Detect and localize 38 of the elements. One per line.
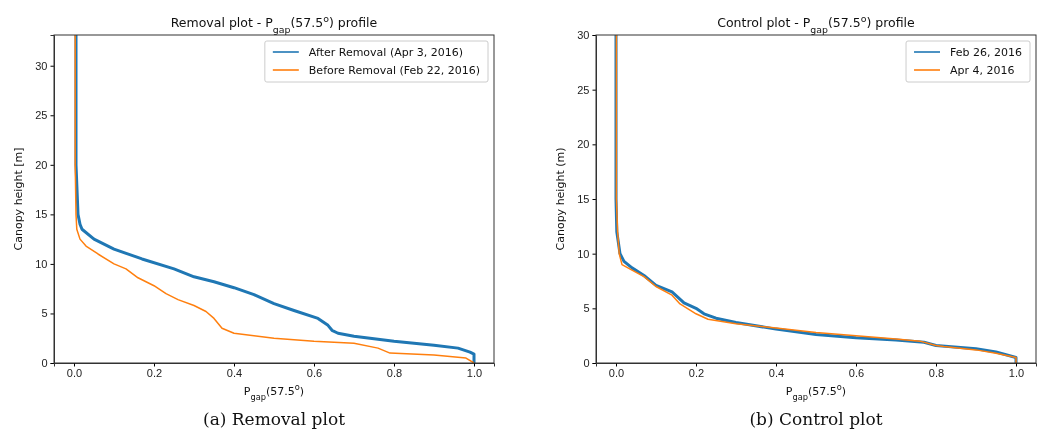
legend-label: Apr 4, 2016	[950, 64, 1015, 77]
chart-title: Removal plot - P$_{gap}$(57.5$^{o}$) profile	[170, 12, 378, 35]
x-tick-label: 0.2	[688, 367, 705, 380]
x-tick-label: 0.4	[768, 367, 785, 380]
x-tick-label: 0.6	[306, 367, 323, 380]
y-tick-label: 25	[35, 109, 48, 122]
y-tick-label: 30	[577, 29, 590, 42]
legend-label: Feb 26, 2016	[950, 46, 1022, 59]
x-tick-label: 0.8	[386, 367, 403, 380]
y-tick-label: 5	[41, 307, 48, 320]
x-tick-label: 1.0	[1008, 367, 1025, 380]
x-tick-label: 0.0	[66, 367, 83, 380]
x-tick-label: 1.0	[466, 367, 483, 380]
y-tick-label: 5	[583, 302, 590, 315]
chart-title: Control plot - P$_{gap}$(57.5$^{o}$) profile	[717, 12, 916, 35]
x-axis-title: P$_{gap}$(57.5$^{o}$)	[785, 382, 847, 402]
x-tick-label: 0.4	[226, 367, 243, 380]
y-tick-label: 20	[35, 158, 48, 171]
y-tick-label: 10	[577, 247, 590, 260]
y-tick-label: 25	[577, 83, 590, 96]
y-tick-label: 0	[41, 357, 48, 370]
x-axis-title: P$_{gap}$(57.5$^{o}$)	[243, 382, 305, 402]
y-tick-label: 20	[577, 138, 590, 151]
y-tick-label: 30	[35, 59, 48, 72]
legend-label: After Removal (Apr 3, 2016)	[308, 46, 463, 59]
y-tick-label: 0	[583, 357, 590, 370]
x-tick-label: 0.0	[608, 367, 625, 380]
x-tick-label: 0.2	[146, 367, 163, 380]
y-tick-label: 15	[35, 208, 48, 221]
y-tick-label: 10	[35, 257, 48, 270]
legend-label: Before Removal (Feb 22, 2016)	[308, 64, 480, 77]
y-axis-title: Canopy height (m)	[554, 147, 567, 251]
text: (b) Control plot	[749, 409, 883, 429]
x-tick-label: 0.8	[928, 367, 945, 380]
text: (a) Removal plot	[203, 409, 346, 429]
y-axis-title: Canopy height [m]	[12, 147, 25, 251]
y-tick-label: 15	[577, 193, 590, 206]
x-tick-label: 0.6	[848, 367, 865, 380]
